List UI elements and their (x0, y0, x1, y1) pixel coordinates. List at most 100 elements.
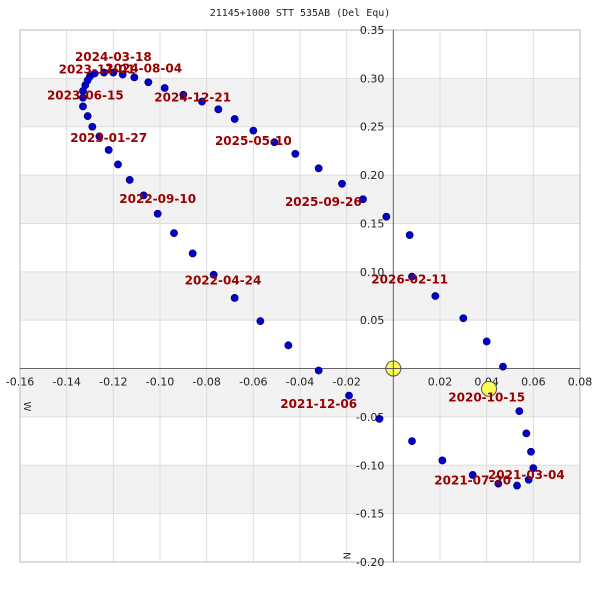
orbit-point (482, 337, 491, 346)
date-label: 2022-09-10 (119, 192, 196, 206)
orbit-point (522, 429, 531, 438)
orbit-point (198, 97, 206, 106)
orbit-point (83, 112, 92, 120)
orbit-point (170, 229, 178, 238)
orbit-point (382, 212, 391, 221)
y-tick-label: 0.15 (360, 217, 385, 230)
date-label: 2025-05-10 (215, 134, 292, 148)
y-tick-label: -0.20 (356, 556, 384, 569)
orbit-point (291, 149, 300, 158)
x-tick-label: -0.04 (286, 376, 314, 389)
orbit-point (468, 471, 477, 479)
date-label: 2024-12-21 (154, 91, 231, 105)
current-position-marker (481, 380, 497, 397)
orbit-point (230, 115, 239, 123)
orbit-point (524, 475, 533, 484)
orbit-point (104, 146, 113, 154)
y-tick-label: 0.20 (360, 169, 385, 182)
date-label: 2021-07-20 (434, 474, 511, 488)
orbit-point (499, 362, 507, 371)
orbit-point (438, 456, 447, 465)
orbit-point (160, 84, 169, 92)
orbit-point (405, 231, 414, 239)
y-tick-label: 0.10 (360, 266, 385, 279)
x-tick-label: -0.10 (146, 376, 174, 389)
orbit-point (408, 272, 416, 281)
date-label: 2024-03-18 (75, 50, 152, 64)
orbit-point (144, 78, 153, 87)
x-tick-label: -0.08 (192, 376, 220, 389)
x-tick-label: -0.14 (52, 376, 80, 389)
orbit-point (95, 132, 104, 141)
orbit-point (188, 249, 197, 258)
x-tick-label: 0.08 (568, 376, 593, 389)
orbit-point (515, 407, 524, 416)
orbit-point (88, 122, 97, 131)
x-tick-label: 0.02 (428, 376, 453, 389)
x-tick-label: 0.06 (521, 376, 546, 389)
date-label: 2023-01-27 (70, 131, 147, 145)
x-tick-label: -0.16 (6, 376, 34, 389)
orbit-point (118, 70, 127, 79)
orbit-point (408, 437, 416, 445)
plot-frame (19, 29, 581, 563)
date-label: 2023-11-01 (59, 63, 136, 77)
orbit-point (125, 176, 134, 184)
date-label: 2020-10-15 (448, 390, 525, 404)
orbit-point (153, 209, 162, 218)
orbit-point (284, 341, 293, 350)
orbit-point (314, 366, 323, 375)
date-label: 2021-12-06 (280, 397, 357, 411)
date-label: 2024-08-04 (105, 62, 182, 76)
orbit-point (345, 391, 353, 400)
orbit-point (139, 191, 148, 200)
x-tick-label: -0.06 (239, 376, 267, 389)
y-axis-label: N (340, 552, 351, 559)
axes (20, 30, 580, 562)
x-tick-label: -0.02 (332, 376, 360, 389)
y-tick-label: 0.25 (360, 121, 385, 134)
y-tick-label: -0.15 (356, 508, 384, 521)
y-tick-label: 0.35 (360, 24, 385, 37)
orbit-point (314, 164, 323, 173)
orbit-point (114, 160, 122, 169)
orbit-point (375, 414, 384, 423)
orbit-point (249, 126, 258, 135)
orbit-point (109, 68, 118, 77)
x-axis-label: W (21, 402, 32, 412)
orbit-point (459, 314, 468, 323)
orbit-point (270, 138, 279, 147)
y-tick-labels: 0.350.300.250.200.150.100.05-0.05-0.10-0… (356, 24, 384, 569)
y-tick-label: 0.30 (360, 72, 385, 85)
orbit-point (338, 179, 346, 188)
x-tick-labels: -0.16 -0.14 -0.12 -0.10 -0.08 -0.06 -0.04 -0.02… (6, 376, 592, 389)
orbit-point (494, 479, 503, 488)
orbit-point (529, 464, 538, 473)
orbit-point (431, 292, 440, 300)
y-tick-label: -0.10 (356, 459, 384, 472)
orbit-point (79, 102, 87, 111)
orbit-point (359, 195, 367, 204)
date-label: 2023-06-15 (47, 89, 124, 103)
star-markers (385, 360, 497, 397)
orbit-point (513, 481, 521, 490)
y-tick-label: 0.05 (360, 314, 385, 327)
date-label: 2022-04-24 (185, 273, 262, 287)
orbit-point (100, 68, 108, 77)
orbit-point (179, 90, 188, 99)
orbit-point (527, 447, 535, 456)
orbit-point (214, 105, 223, 114)
chart-title: 21145+1000 STT 535AB (Del Equ) (210, 8, 391, 19)
date-label: 2021-03-04 (488, 468, 565, 482)
orbit-point (130, 73, 139, 82)
orbit-point (230, 294, 239, 302)
orbit-point (256, 317, 265, 326)
orbit-point (209, 270, 218, 279)
date-label: 2026-02-11 (371, 272, 448, 286)
x-tick-label: -0.12 (99, 376, 127, 389)
orbit-point (90, 69, 99, 78)
date-label: 2025-09-26 (285, 195, 362, 209)
orbit-points (79, 68, 538, 490)
